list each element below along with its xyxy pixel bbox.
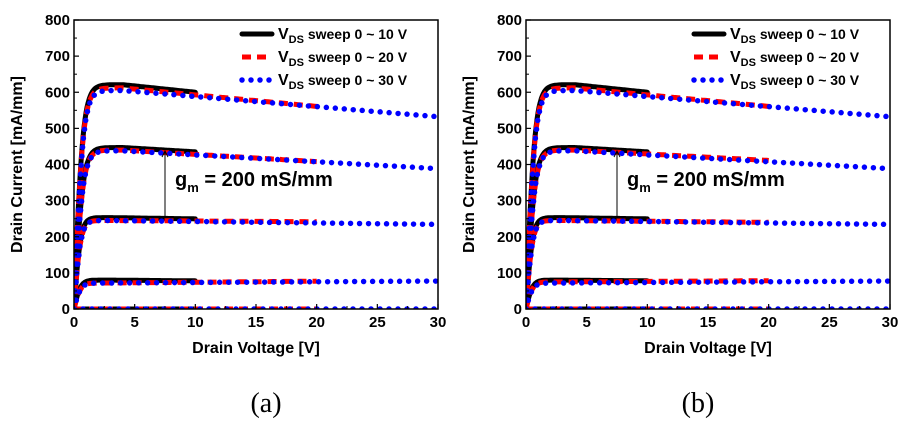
y-tick-label: 400	[45, 157, 70, 174]
series-3-curve-4	[526, 148, 890, 309]
x-tick-label: 10	[639, 314, 656, 331]
y-tick-label: 600	[45, 84, 70, 101]
y-tick-label: 600	[497, 84, 522, 101]
x-tick-label: 25	[821, 314, 838, 331]
x-tick-label: 5	[130, 314, 138, 331]
series-3-curve-3	[74, 217, 438, 309]
x-tick-label: 20	[308, 314, 325, 331]
y-tick-label: 100	[497, 265, 522, 282]
legend-label-3: VDS sweep 0 ~ 30 V	[278, 72, 408, 92]
y-tick-label: 0	[514, 301, 522, 318]
x-axis-label: Drain Voltage [V]	[192, 340, 320, 357]
chart-panel-a: 0 100 200 300 400 500 600 700 800 0 5 10 15 20 25 30 Dra…	[9, 12, 446, 419]
y-tick-label: 700	[497, 48, 522, 65]
series-2-curve-3	[526, 218, 770, 309]
panel-caption: (a)	[250, 388, 281, 419]
y-tick-label: 500	[45, 120, 70, 137]
y-tick-label: 0	[62, 301, 70, 318]
gm-arrowhead	[613, 149, 621, 158]
x-tick-label: 30	[430, 314, 447, 331]
series-3-curve-2	[74, 278, 438, 309]
series-3-curve-4	[74, 148, 438, 309]
legend-label-1: VDS sweep 0 ~ 10 V	[730, 26, 860, 46]
chart-panel-b: 0 100 200 300 400 500 600 700 800 0 5 10 15 20 25 30 Dra…	[461, 12, 898, 419]
x-tick-label: 5	[582, 314, 590, 331]
x-tick-label: 0	[522, 314, 530, 331]
series-2-curve-5	[526, 85, 770, 309]
gm-annotation: gm = 200 mS/mm	[175, 169, 333, 195]
series-2-curve-3	[74, 218, 318, 309]
y-tick-label: 800	[45, 12, 70, 29]
series-1-curve-4	[74, 145, 198, 309]
x-axis-label: Drain Voltage [V]	[644, 340, 772, 357]
y-tick-label: 300	[497, 193, 522, 210]
series-3-curve-5	[74, 87, 438, 309]
x-tick-label: 15	[700, 314, 717, 331]
series-1-curve-3	[74, 215, 198, 309]
y-tick-label: 300	[45, 193, 70, 210]
y-tick-label: 200	[45, 229, 70, 246]
series-3-curve-3	[526, 217, 890, 309]
x-tick-label: 30	[882, 314, 899, 331]
panel-caption: (b)	[682, 388, 715, 419]
series-3-curve-2	[526, 278, 890, 309]
series-1-curve-5	[526, 82, 650, 309]
y-axis-label: Drain Current [mA/mm]	[9, 76, 26, 253]
x-tick-label: 15	[248, 314, 265, 331]
legend-label-2: VDS sweep 0 ~ 20 V	[278, 49, 408, 69]
legend-label-3: VDS sweep 0 ~ 30 V	[730, 72, 860, 92]
y-tick-label: 700	[45, 48, 70, 65]
plot-area	[526, 82, 890, 309]
series-1-curve-3	[526, 215, 650, 309]
legend-label-1: VDS sweep 0 ~ 10 V	[278, 26, 408, 46]
gm-annotation: gm = 200 mS/mm	[627, 169, 785, 195]
plot-area	[74, 82, 438, 309]
legend-label-2: VDS sweep 0 ~ 20 V	[730, 49, 860, 69]
y-tick-label: 500	[497, 120, 522, 137]
y-tick-label: 100	[45, 265, 70, 282]
x-tick-label: 0	[70, 314, 78, 331]
y-tick-label: 800	[497, 12, 522, 29]
x-tick-label: 20	[760, 314, 777, 331]
x-tick-label: 10	[187, 314, 204, 331]
x-tick-label: 25	[369, 314, 386, 331]
y-tick-label: 400	[497, 157, 522, 174]
series-3-curve-5	[526, 87, 890, 309]
gm-arrowhead	[161, 149, 169, 158]
series-2-curve-2	[526, 278, 770, 309]
y-tick-label: 200	[497, 229, 522, 246]
series-1-curve-5	[74, 82, 198, 309]
y-axis-label: Drain Current [mA/mm]	[461, 76, 478, 253]
series-2-curve-5	[74, 85, 318, 309]
